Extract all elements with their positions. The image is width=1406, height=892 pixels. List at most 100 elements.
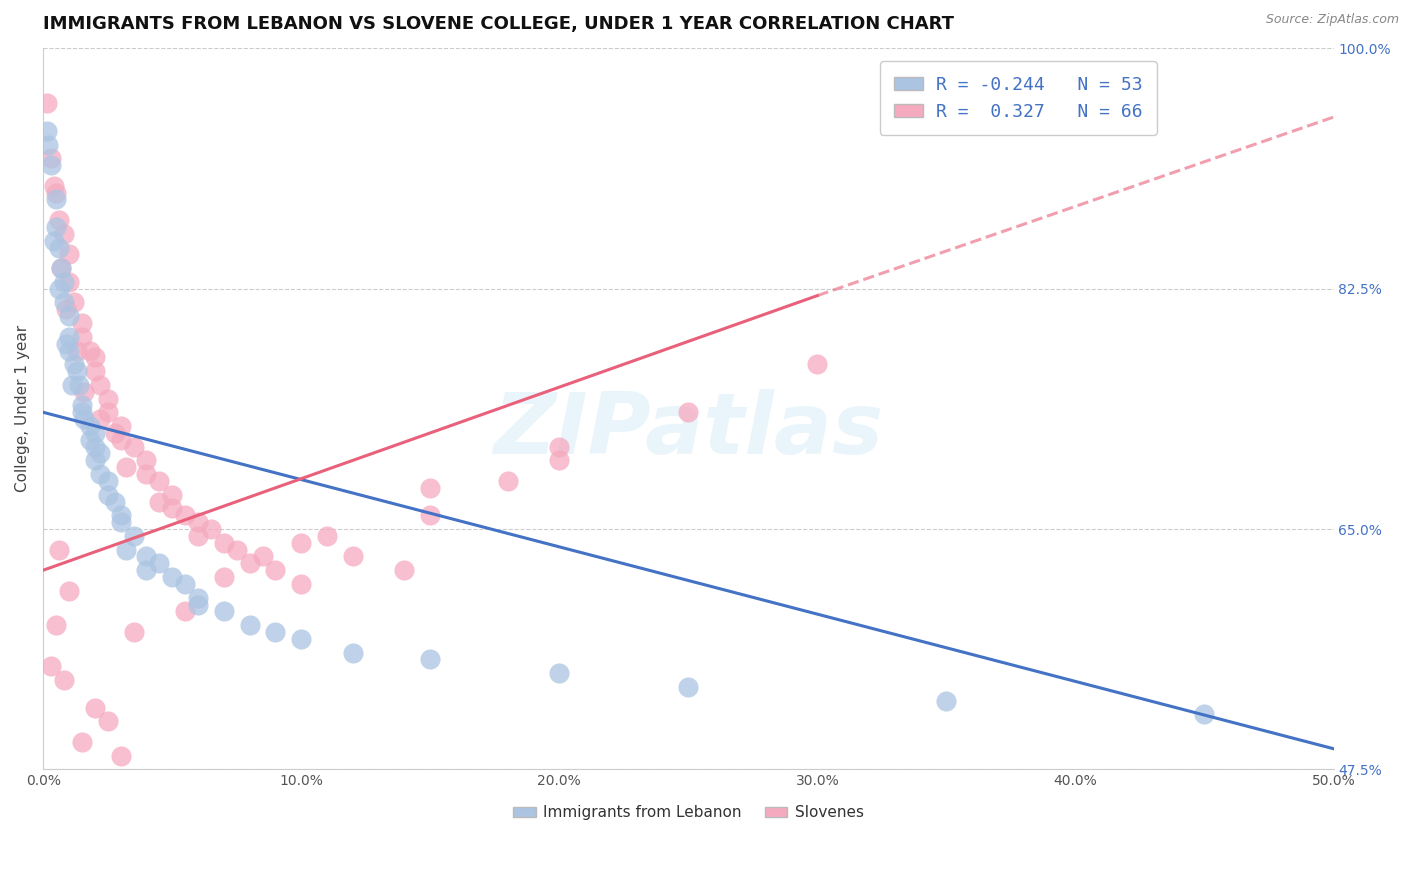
- Point: [104, 425, 127, 440]
- Point: [212, 604, 235, 618]
- Point: [89, 446, 111, 460]
- Point: [97, 714, 120, 729]
- Point: [63, 357, 86, 371]
- Point: [187, 591, 209, 605]
- Point: [73, 412, 96, 426]
- Point: [39, 151, 62, 165]
- Point: [135, 563, 157, 577]
- Point: [48, 213, 70, 227]
- Point: [79, 419, 101, 434]
- Point: [39, 158, 62, 172]
- Y-axis label: College, Under 1 year: College, Under 1 year: [15, 326, 30, 492]
- Point: [160, 488, 183, 502]
- Point: [83, 700, 105, 714]
- Point: [187, 529, 209, 543]
- Point: [70, 735, 93, 749]
- Point: [225, 542, 247, 557]
- Point: [290, 632, 312, 646]
- Point: [45, 219, 67, 234]
- Point: [148, 494, 170, 508]
- Point: [45, 186, 67, 200]
- Point: [83, 440, 105, 454]
- Point: [55, 336, 77, 351]
- Point: [51, 261, 73, 276]
- Text: Source: ZipAtlas.com: Source: ZipAtlas.com: [1265, 13, 1399, 27]
- Point: [58, 275, 80, 289]
- Legend: Immigrants from Lebanon, Slovenes: Immigrants from Lebanon, Slovenes: [506, 799, 870, 827]
- Point: [83, 364, 105, 378]
- Point: [135, 453, 157, 467]
- Point: [52, 673, 75, 687]
- Point: [135, 549, 157, 564]
- Point: [67, 377, 90, 392]
- Point: [1194, 707, 1216, 722]
- Point: [48, 542, 70, 557]
- Point: [42, 234, 65, 248]
- Point: [60, 377, 83, 392]
- Point: [55, 302, 77, 317]
- Point: [51, 261, 73, 276]
- Point: [548, 453, 571, 467]
- Point: [48, 241, 70, 255]
- Point: [160, 501, 183, 516]
- Point: [678, 405, 700, 419]
- Point: [174, 604, 197, 618]
- Point: [187, 515, 209, 529]
- Point: [58, 330, 80, 344]
- Point: [52, 227, 75, 241]
- Point: [548, 440, 571, 454]
- Point: [110, 515, 132, 529]
- Point: [70, 330, 93, 344]
- Point: [45, 193, 67, 207]
- Point: [70, 316, 93, 330]
- Point: [37, 137, 59, 152]
- Point: [70, 399, 93, 413]
- Point: [174, 508, 197, 523]
- Point: [110, 419, 132, 434]
- Point: [678, 680, 700, 694]
- Point: [316, 529, 339, 543]
- Point: [83, 425, 105, 440]
- Point: [419, 508, 441, 523]
- Point: [496, 474, 519, 488]
- Point: [114, 542, 136, 557]
- Point: [935, 693, 957, 707]
- Point: [45, 618, 67, 632]
- Point: [122, 625, 145, 640]
- Point: [160, 570, 183, 584]
- Point: [83, 453, 105, 467]
- Point: [48, 282, 70, 296]
- Point: [70, 405, 93, 419]
- Point: [239, 557, 262, 571]
- Point: [79, 343, 101, 358]
- Text: ZIPatlas: ZIPatlas: [494, 389, 883, 472]
- Point: [73, 384, 96, 399]
- Point: [148, 557, 170, 571]
- Point: [39, 659, 62, 673]
- Point: [110, 508, 132, 523]
- Point: [290, 535, 312, 549]
- Point: [239, 618, 262, 632]
- Point: [419, 481, 441, 495]
- Point: [122, 529, 145, 543]
- Point: [35, 96, 58, 111]
- Point: [58, 583, 80, 598]
- Text: IMMIGRANTS FROM LEBANON VS SLOVENE COLLEGE, UNDER 1 YEAR CORRELATION CHART: IMMIGRANTS FROM LEBANON VS SLOVENE COLLE…: [44, 15, 955, 33]
- Point: [110, 433, 132, 447]
- Point: [89, 412, 111, 426]
- Point: [58, 343, 80, 358]
- Point: [42, 178, 65, 193]
- Point: [548, 666, 571, 681]
- Point: [187, 598, 209, 612]
- Point: [89, 377, 111, 392]
- Point: [264, 563, 287, 577]
- Point: [52, 295, 75, 310]
- Point: [342, 646, 364, 660]
- Point: [212, 570, 235, 584]
- Point: [290, 577, 312, 591]
- Point: [97, 474, 120, 488]
- Point: [66, 343, 89, 358]
- Point: [97, 392, 120, 406]
- Point: [79, 433, 101, 447]
- Point: [58, 247, 80, 261]
